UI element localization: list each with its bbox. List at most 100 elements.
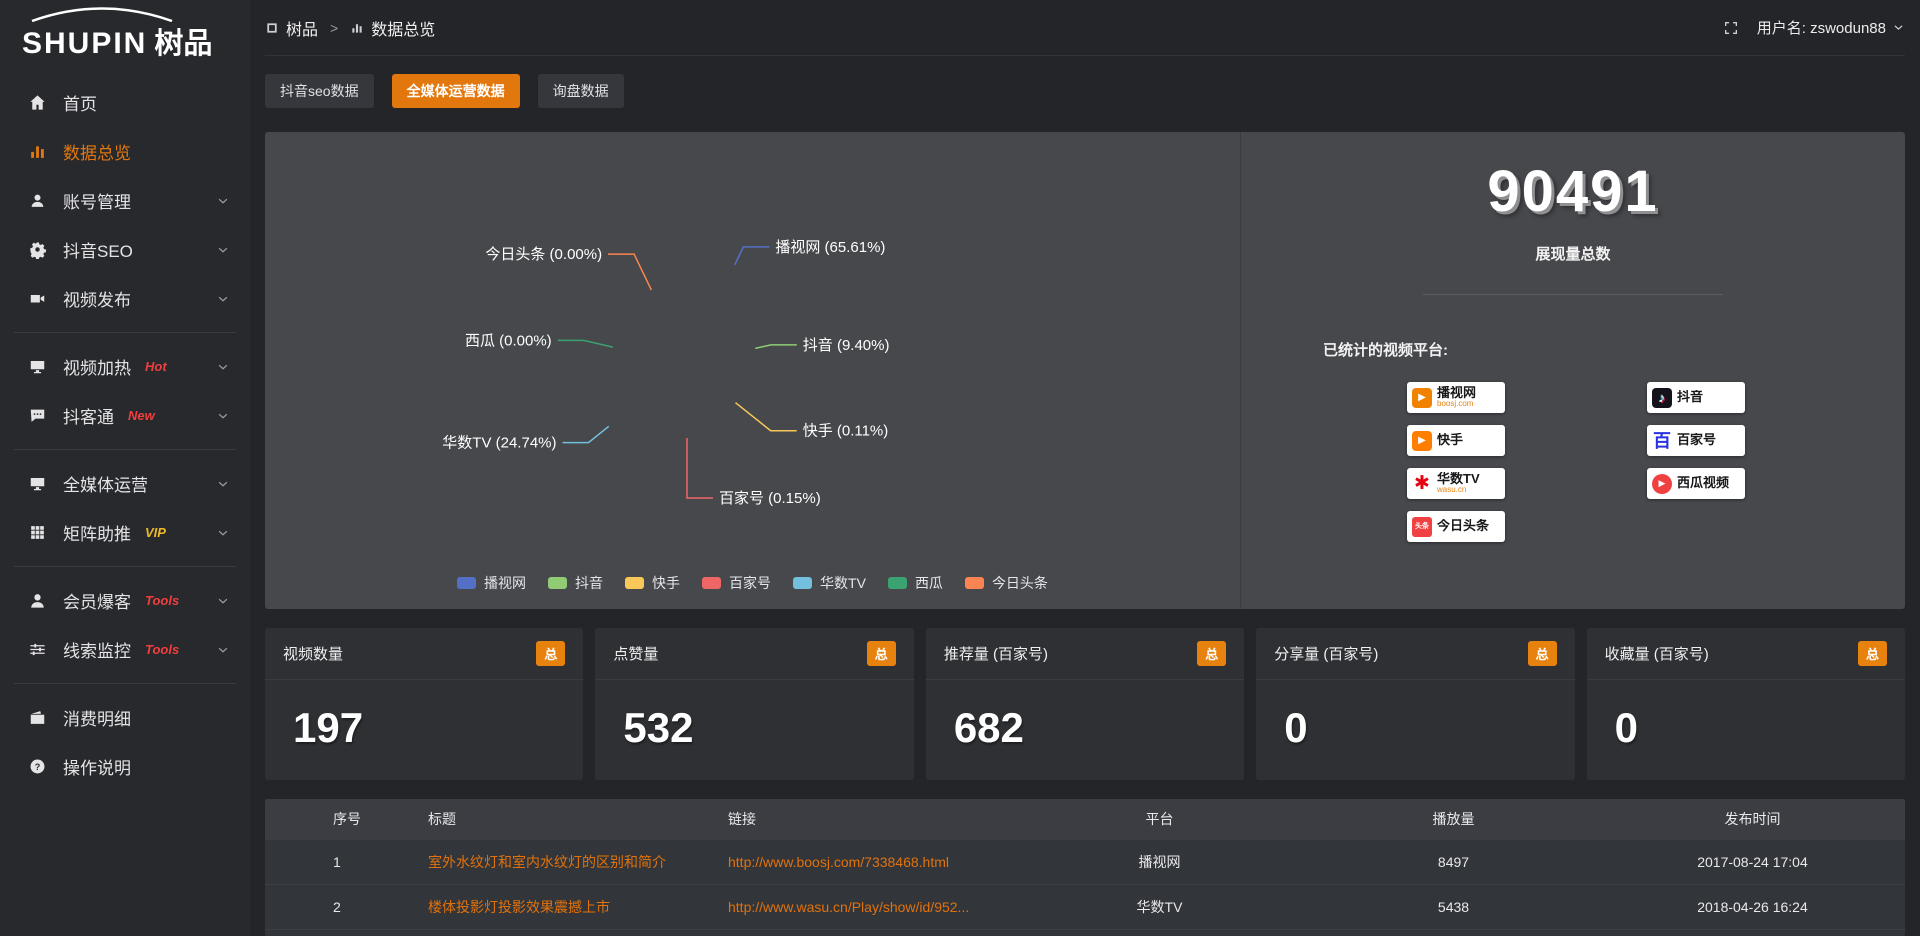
cell-url-link[interactable]: http://www.wasu.cn/Play/show/id/952... [728, 899, 970, 915]
stat-card-value: 197 [293, 704, 364, 751]
kuaishou-logo-icon: ▶ [1412, 430, 1432, 451]
pie-label-快手: 快手 (0.11%) [803, 423, 889, 440]
platform-badge-title: 抖音 [1677, 390, 1704, 405]
data-tabs: 抖音seo数据 全媒体运营数据 询盘数据 [265, 74, 1905, 108]
cell-title-link[interactable]: 室外水纹灯和室内水纹灯的区别和简介 [428, 854, 666, 870]
baijiahao-logo-icon: 百 [1653, 430, 1671, 451]
chart-legend: 播视网 抖音 快手 百家号 华数TV 西瓜 今日头条 [265, 573, 1240, 593]
legend-swatch [625, 577, 645, 589]
stat-card-分享量 (百家号): 分享量 (百家号) 总 0 [1256, 628, 1575, 780]
sidebar-item-label: 视频加热 [63, 359, 131, 378]
chevron-down-icon [216, 594, 230, 608]
help-icon: ? [26, 757, 48, 777]
stat-card-视频数量: 视频数量 总 197 [265, 628, 584, 780]
breadcrumb-item-home[interactable]: 树品 [265, 16, 318, 40]
sidebar-divider [14, 449, 236, 450]
total-impressions-value: 90491 [1487, 159, 1659, 224]
stat-cards-row: 视频数量总 197 点赞量总 532 推荐量 (百家号) 总 682 分享量 (百家号) 总 0 收… [265, 628, 1906, 780]
tab-全媒体运营数据[interactable]: 全媒体运营数据 [391, 74, 520, 108]
sidebar-item-label: 账号管理 [63, 193, 131, 212]
sidebar-item-视频发布[interactable]: 视频发布 [0, 274, 250, 323]
stat-card-label: 收藏量 (百家号) [1604, 646, 1709, 663]
pie-slice-华数TV[interactable] [643, 387, 676, 455]
sidebar-item-全媒体运营[interactable]: 全媒体运营 [0, 459, 250, 508]
total-badge: 总 [1858, 641, 1888, 666]
sidebar-item-矩阵助推[interactable]: 矩阵助推 VIP [0, 508, 250, 557]
sidebar-item-badge: New [128, 408, 155, 423]
total-badge: 总 [536, 641, 566, 666]
platform-badge-title: 华数TV [1437, 471, 1480, 486]
chevron-down-icon [216, 360, 230, 374]
sidebar-item-会员爆客[interactable]: 会员爆客 Tools [0, 576, 250, 625]
legend-item-今日头条[interactable]: 今日头条 [964, 573, 1048, 593]
legend-item-华数TV[interactable]: 华数TV [793, 573, 866, 593]
sidebar-item-首页[interactable]: 首页 [0, 78, 250, 127]
cell-url-link[interactable]: http://www.boosj.com/7338468.html [728, 854, 950, 870]
cell-time: 2018-04-26 16:24 [1697, 899, 1808, 915]
chevron-down-icon [216, 409, 230, 423]
rose-chart-svg: 播视网 (65.61%) 抖音 (9.40%) 快手 (0.11%) 百家号 (0.1… [442, 239, 889, 507]
gear-icon [26, 240, 48, 260]
breadcrumb-item-current[interactable]: 数据总览 [350, 16, 435, 40]
bar-chart-icon [350, 21, 364, 35]
breadcrumb: 树品 > 数据总览 [265, 16, 435, 40]
person-icon [26, 591, 48, 611]
stat-card-label: 视频数量 [283, 646, 344, 663]
sidebar-item-操作说明[interactable]: ? 操作说明 [0, 742, 250, 791]
legend-item-播视网[interactable]: 播视网 [457, 573, 526, 593]
pie-slice-今日头条[interactable] [622, 312, 667, 348]
platform-badge-title: 快手 [1437, 433, 1464, 448]
platform-badge-baijiahao: 百百家号 [1647, 425, 1745, 456]
platform-badge-boosj: ▶ 播视网 boosj.com [1407, 382, 1505, 413]
legend-item-西瓜[interactable]: 西瓜 [887, 573, 943, 593]
sidebar-item-账号管理[interactable]: 账号管理 [0, 176, 250, 225]
summary-panel: 90491 展现量总数 已统计的视频平台: ▶ 播视网 boosj.com ♪ 抖音 ▶ 快… [1240, 132, 1905, 609]
sidebar-item-消费明细[interactable]: 消费明细 [0, 693, 250, 742]
window-icon [265, 21, 279, 35]
platform-badge-grid: ▶ 播视网 boosj.com ♪ 抖音 ▶ 快手 百百家号 ✱ 华数TV wasu.cn ▶ 西瓜视频… [1407, 382, 1905, 542]
fullscreen-icon[interactable] [1723, 20, 1739, 36]
logo-arc-decoration [28, 6, 176, 22]
legend-label: 今日头条 [991, 575, 1048, 591]
sidebar-item-label: 操作说明 [63, 759, 131, 778]
tab-抖音seo数据[interactable]: 抖音seo数据 [265, 74, 374, 108]
user-menu[interactable]: 用户名: zswodun88 [1757, 17, 1905, 38]
home-icon [26, 93, 48, 113]
cell-platform: 华数TV [1136, 899, 1183, 915]
sidebar-item-抖客通[interactable]: 抖客通 New [0, 391, 250, 440]
cell-index: 1 [333, 854, 341, 870]
legend-item-快手[interactable]: 快手 [625, 573, 680, 593]
total-badge: 总 [1527, 641, 1557, 666]
sidebar-item-线索监控[interactable]: 线索监控 Tools [0, 625, 250, 674]
video-icon [26, 289, 48, 309]
pie-label-今日头条: 今日头条 (0.00%) [485, 246, 602, 263]
platform-badge-douyin: ♪ 抖音 [1647, 382, 1745, 413]
legend-item-百家号[interactable]: 百家号 [702, 573, 771, 593]
stat-card-value: 532 [623, 704, 694, 751]
pie-slice-西瓜[interactable] [612, 369, 662, 381]
legend-item-抖音[interactable]: 抖音 [548, 573, 603, 593]
main-content: 树品 > 数据总览 用户名: zswodun88 抖音seo数据 全媒体运营数据询… [250, 0, 1920, 936]
sidebar-item-视频加热[interactable]: 视频加热 Hot [0, 342, 250, 391]
sidebar-item-label: 线索监控 [63, 642, 131, 661]
platform-badge-kuaishou: ▶ 快手 [1407, 425, 1505, 456]
cell-title-link[interactable]: 楼体投影灯投影效果震撼上市 [428, 899, 610, 915]
tab-询盘数据[interactable]: 询盘数据 [537, 74, 624, 108]
sidebar-item-label: 全媒体运营 [63, 476, 148, 495]
sidebar-menu: 首页 数据总览账号管理抖音SEO 视频发布视频加热 Hot 抖客通 New 全媒体运营矩阵助… [0, 78, 250, 791]
legend-swatch [548, 577, 568, 589]
stat-card-label: 点赞量 [613, 646, 659, 663]
douyin-logo-icon: ♪ [1652, 387, 1672, 408]
pie-slice-快手[interactable] [712, 369, 748, 378]
pie-slice-百家号[interactable] [698, 387, 720, 431]
sidebar-item-抖音SEO[interactable]: 抖音SEO [0, 225, 250, 274]
sidebar-item-数据总览[interactable]: 数据总览 [0, 127, 250, 176]
cell-views: 5438 [1437, 899, 1470, 915]
sidebar-item-label: 抖音SEO [63, 242, 133, 261]
sidebar-item-label: 会员爆客 [63, 593, 131, 612]
pie-slice-抖音[interactable] [707, 320, 742, 348]
platform-badge-toutiao: 头条 今日头条 [1407, 511, 1505, 542]
chevron-down-icon [1892, 21, 1905, 34]
platform-badge-title: 西瓜视频 [1677, 476, 1730, 491]
column-header-播放量: 播放量 [1432, 811, 1475, 827]
